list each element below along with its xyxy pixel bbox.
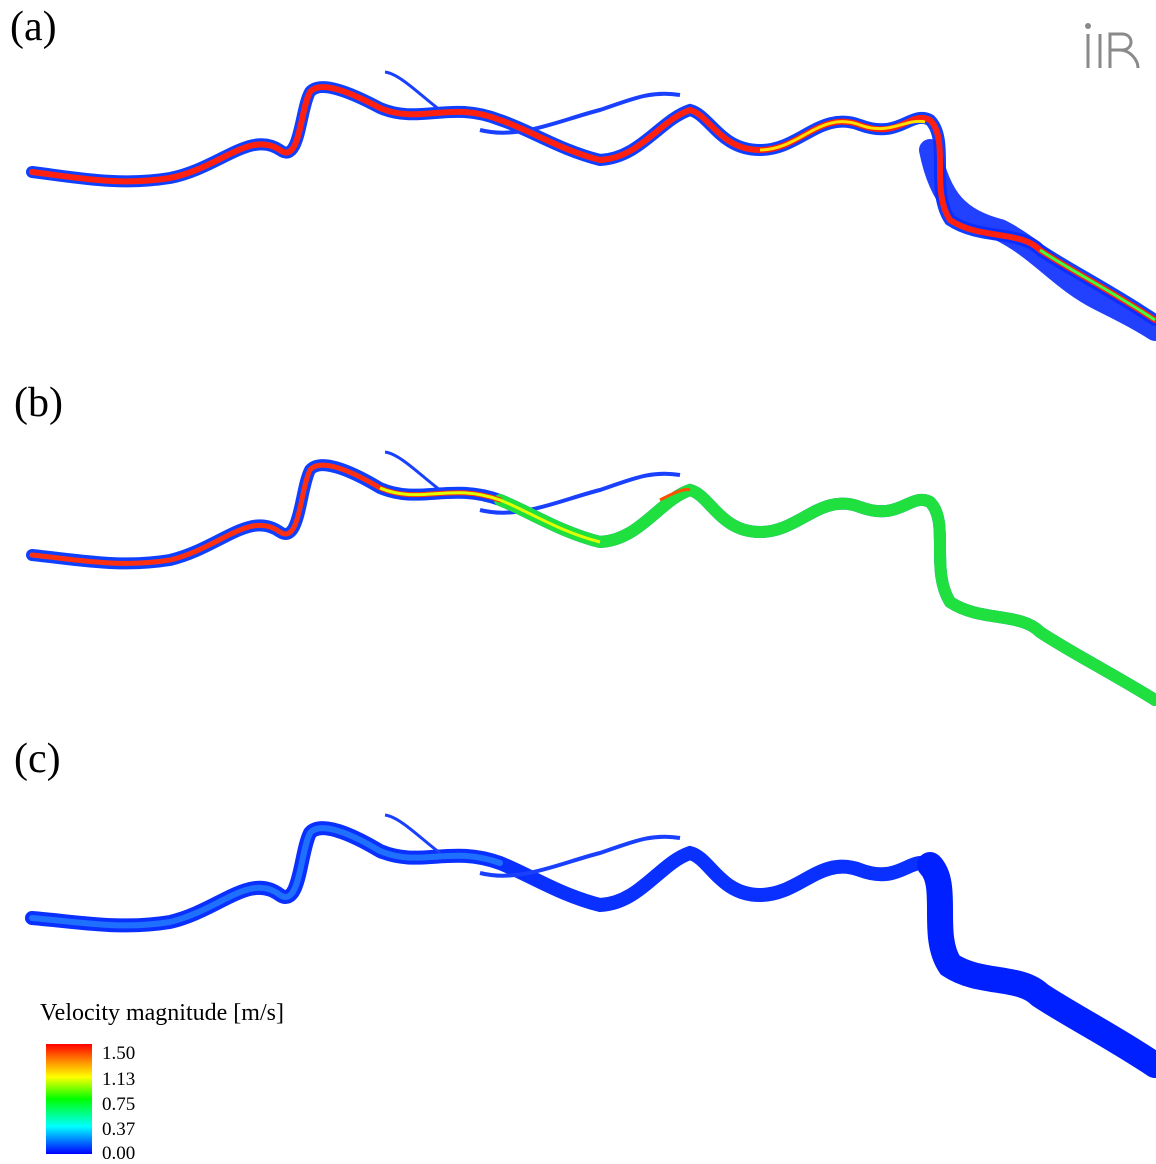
legend-tick-max: 1.50: [102, 1043, 136, 1064]
orange-core-b: [659, 488, 691, 502]
fast-core-a: [759, 119, 926, 152]
river-channel-c: [25, 813, 1156, 1078]
river-map-a: [26, 70, 1156, 341]
panel-b: (b): [0, 370, 1156, 750]
panel-label-a: (a): [10, 4, 57, 50]
legend-tick-mid: 0.75: [102, 1094, 136, 1115]
tributary-a: [384, 70, 441, 112]
river-map-c: [25, 813, 1156, 1078]
yellow-core-b: [379, 486, 601, 544]
panel-label-b: (b): [14, 380, 63, 426]
legend-tick-min: 0.00: [102, 1143, 136, 1164]
panel-c: (c): [0, 730, 1156, 1110]
iric-logo-icon: [1080, 20, 1140, 80]
floodplain-b: [26, 459, 1156, 706]
tributary-b: [384, 450, 441, 492]
legend-title: Velocity magnitude [m/s]: [40, 1000, 284, 1026]
main-flow-b: [29, 462, 503, 566]
green-reach-b: [494, 483, 1156, 706]
legend-colorbar: [46, 1044, 92, 1154]
river-channel-b: [26, 450, 1156, 706]
main-flow-c: [29, 825, 503, 929]
legend-tick-high: 1.13: [102, 1069, 136, 1090]
river-map-b: [26, 450, 1156, 706]
panel-a: (a): [0, 0, 1156, 380]
tributary-c: [384, 813, 441, 855]
side-channel-a: [479, 91, 681, 135]
side-channel-c: [479, 834, 681, 878]
velocity-legend: Velocity magnitude [m/s] 1.50 1.13 0.75 …: [40, 1000, 370, 1164]
panel-label-c: (c): [14, 736, 61, 782]
river-channel-a: [26, 70, 1156, 341]
main-flow-a: [29, 84, 1156, 323]
transition-a: [1039, 248, 1156, 322]
legend-tick-low: 0.37: [102, 1119, 136, 1140]
wide-reach-c: [917, 852, 1156, 1078]
wide-reach-a: [919, 139, 1156, 341]
floodplain-a: [26, 81, 1156, 326]
